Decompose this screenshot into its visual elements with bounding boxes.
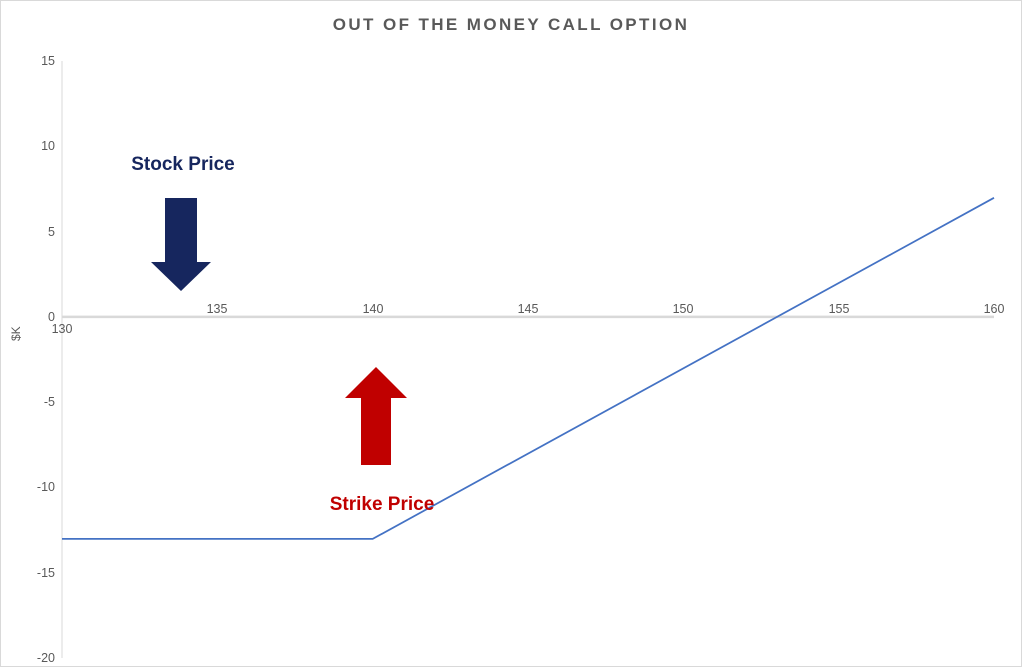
svg-text:150: 150 bbox=[673, 302, 694, 316]
svg-text:10: 10 bbox=[41, 139, 55, 153]
svg-text:15: 15 bbox=[41, 54, 55, 68]
svg-text:155: 155 bbox=[829, 302, 850, 316]
svg-text:-15: -15 bbox=[37, 566, 55, 580]
svg-text:Stock Price: Stock Price bbox=[131, 154, 235, 175]
svg-text:135: 135 bbox=[207, 302, 228, 316]
svg-text:5: 5 bbox=[48, 225, 55, 239]
svg-text:145: 145 bbox=[518, 302, 539, 316]
svg-text:160: 160 bbox=[984, 302, 1005, 316]
svg-text:-20: -20 bbox=[37, 651, 55, 665]
svg-text:-5: -5 bbox=[44, 395, 55, 409]
svg-text:140: 140 bbox=[363, 302, 384, 316]
svg-text:130: 130 bbox=[52, 322, 73, 336]
svg-text:-10: -10 bbox=[37, 480, 55, 494]
svg-text:Strike Price: Strike Price bbox=[330, 494, 435, 515]
